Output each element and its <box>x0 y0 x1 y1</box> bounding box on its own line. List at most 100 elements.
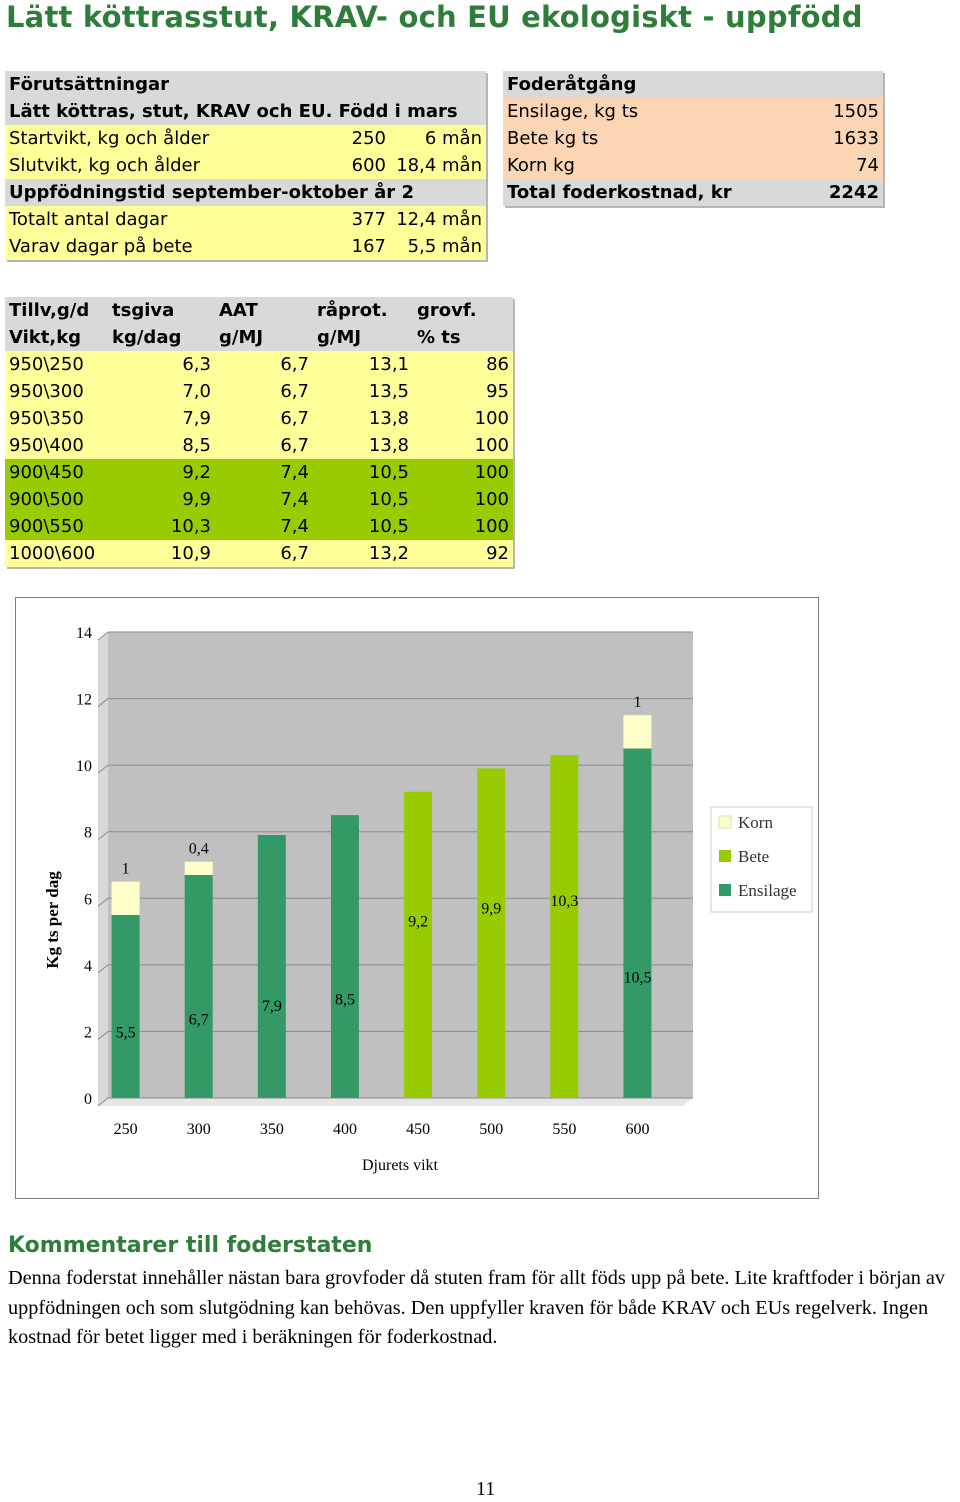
table-cell: 100 <box>474 435 509 456</box>
comments-text: Denna foderstat innehåller nästan bara g… <box>8 1267 946 1348</box>
table-cell: 100 <box>474 408 509 429</box>
table-cell: 6,7 <box>280 354 309 375</box>
row-value: 250 <box>351 128 386 149</box>
y-tick-label: 6 <box>84 891 92 908</box>
data-label: 0,4 <box>189 841 209 858</box>
row-label: Slutvikt, kg och ålder <box>9 155 201 176</box>
row-extra: 18,4 mån <box>396 155 482 176</box>
table-cell: 900\450 <box>9 462 84 483</box>
row-label: Varav dagar på bete <box>9 236 193 257</box>
table-cell: 13,8 <box>368 408 409 429</box>
header-cell: Vikt,kg <box>9 327 82 348</box>
table-cell: 100 <box>474 516 509 537</box>
data-label: 8,5 <box>335 992 355 1009</box>
comments-heading: Kommentarer till foderstaten <box>8 1233 373 1258</box>
table-row: 900\500 9,9 7,4 10,5 100 <box>5 486 513 513</box>
y-tick-label: 10 <box>76 758 92 775</box>
table-row: Varav dagar på bete 167 5,5 mån <box>5 233 486 260</box>
header-cell: kg/dag <box>112 327 182 348</box>
total-label: Total foderkostnad, kr <box>507 182 732 203</box>
table-cell: 900\500 <box>9 489 84 510</box>
legend-swatch <box>719 884 731 896</box>
table-cell: 13,1 <box>368 354 409 375</box>
table-row: Ensilage, kg ts 1505 <box>503 98 883 125</box>
table-cell: 13,2 <box>368 543 409 564</box>
bar-bete <box>477 768 506 1098</box>
table-cell: 950\250 <box>9 354 84 375</box>
prerequisites-subheading: Lätt köttras, stut, KRAV och EU. Född i … <box>9 101 458 122</box>
table-cell: 10,3 <box>170 516 211 537</box>
page-title: Lätt köttrasstut, KRAV- och EU ekologisk… <box>6 0 863 34</box>
data-label: 1 <box>633 694 641 711</box>
gridline-wall <box>97 698 109 707</box>
row-value: 377 <box>351 209 386 230</box>
data-label: 9,9 <box>481 900 501 917</box>
row-extra: 6 mån <box>424 128 482 149</box>
feed-heading-row: Foderåtgång <box>503 71 883 98</box>
gridline-wall <box>97 631 109 641</box>
table-cell: 86 <box>486 354 509 375</box>
table-cell: 95 <box>486 381 509 402</box>
x-tick-label: 500 <box>479 1121 503 1138</box>
legend-label: Ensilage <box>738 881 797 900</box>
row-value: 600 <box>351 155 386 176</box>
header-cell: AAT <box>219 300 258 321</box>
table-cell: 10,9 <box>170 543 211 564</box>
table-cell: 6,7 <box>280 408 309 429</box>
table-row: Korn kg 74 <box>503 152 883 179</box>
bar-ensilage <box>257 835 286 1098</box>
row-value: 74 <box>856 155 879 176</box>
table-cell: 7,4 <box>280 462 309 483</box>
bar-korn <box>623 715 652 749</box>
table-row: Totalt antal dagar 377 12,4 mån <box>5 206 486 233</box>
row-extra: 5,5 mån <box>407 236 482 257</box>
table-cell: 6,7 <box>280 435 309 456</box>
table-row: 1000\600 10,9 6,7 13,2 92 <box>5 540 513 567</box>
row-value: 167 <box>351 236 386 257</box>
table-cell: 100 <box>474 462 509 483</box>
nutrition-header-row: Vikt,kg kg/dag g/MJ g/MJ % ts <box>5 324 513 351</box>
table-row: 900\450 9,2 7,4 10,5 100 <box>5 459 513 486</box>
prerequisites-heading: Förutsättningar <box>9 74 170 95</box>
row-value: 1633 <box>833 128 879 149</box>
row-label: Korn kg <box>507 155 575 176</box>
table-cell: 13,8 <box>368 435 409 456</box>
data-label: 7,9 <box>262 998 282 1015</box>
row-label: Ensilage, kg ts <box>507 101 639 122</box>
gridline-wall <box>97 1097 109 1107</box>
bar-ensilage <box>623 748 652 1098</box>
legend-swatch <box>719 850 731 862</box>
header-cell: g/MJ <box>317 327 362 348</box>
prerequisites-table: Förutsättningar Lätt köttras, stut, KRAV… <box>5 71 486 260</box>
x-axis-label: Djurets vikt <box>362 1157 439 1174</box>
x-tick-label: 600 <box>625 1121 649 1138</box>
data-label: 6,7 <box>189 1011 209 1028</box>
bar-ensilage <box>330 815 359 1098</box>
table-cell: 7,4 <box>280 516 309 537</box>
legend-label: Korn <box>738 813 773 832</box>
gridline-wall <box>97 964 109 974</box>
gridline-wall <box>97 1031 109 1040</box>
table-cell: 10,5 <box>368 462 409 483</box>
feed-chart: 0 2 4 6 8 10 12 14 Kg ts per dag 5,5 1 250 6,7 0,4 300… <box>15 597 819 1199</box>
total-value: 2242 <box>828 182 879 203</box>
bar-bete <box>404 791 433 1098</box>
page-number: 11 <box>476 1478 496 1500</box>
y-tick-label: 2 <box>84 1024 92 1041</box>
gridline-wall <box>97 831 109 841</box>
plot-wall <box>98 632 108 1106</box>
header-cell: % ts <box>417 327 461 348</box>
table-row-total: Total foderkostnad, kr 2242 <box>503 179 883 206</box>
gridline-wall <box>97 764 109 774</box>
table-cell: 950\400 <box>9 435 84 456</box>
header-cell: tsgiva <box>112 300 175 321</box>
y-axis-label: Kg ts per dag <box>43 871 62 969</box>
plot-floor <box>98 1098 693 1106</box>
table-cell: 7,0 <box>182 381 211 402</box>
table-cell: 950\350 <box>9 408 84 429</box>
legend-swatch <box>718 815 732 829</box>
row-label: Bete kg ts <box>507 128 599 149</box>
data-label: 5,5 <box>116 1025 136 1042</box>
table-row: Slutvikt, kg och ålder 600 18,4 mån <box>5 152 486 179</box>
table-cell: 7,4 <box>280 489 309 510</box>
